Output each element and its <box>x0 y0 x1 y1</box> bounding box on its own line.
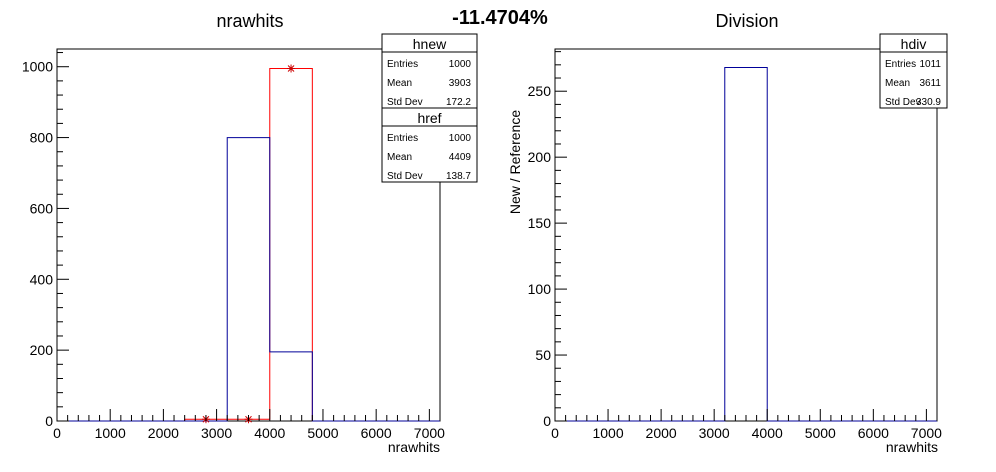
right-stat-label: Mean <box>885 78 910 89</box>
left-y-tick-label: 600 <box>30 200 54 216</box>
left-x-tick-label: 5000 <box>307 425 338 441</box>
right-stat-value: 330.9 <box>916 97 941 108</box>
right-x-tick-label: 2000 <box>646 425 677 441</box>
left-x-tick-label: 0 <box>53 425 61 441</box>
left-y-tick-label: 200 <box>30 342 54 358</box>
right-stat-label: Std Dev <box>885 97 921 108</box>
left-stat-label: Entries <box>387 59 418 70</box>
left-stat-value: 4409 <box>449 152 472 163</box>
right-statbox-title: hdiv <box>901 36 927 52</box>
left-stat-label: Entries <box>387 133 418 144</box>
left-stat-value: 172.2 <box>446 97 471 108</box>
headline-percent: -11.4704% <box>452 7 548 29</box>
left-x-tick-label: 3000 <box>201 425 232 441</box>
left-statbox-title: hnew <box>413 36 447 52</box>
right-stat-label: Entries <box>885 59 916 70</box>
left-stat-label: Mean <box>387 78 412 89</box>
left-y-tick-label: 400 <box>30 271 54 287</box>
left-y-tick-label: 800 <box>30 130 54 146</box>
left-stat-value: 3903 <box>449 78 472 89</box>
right-y-tick-label: 200 <box>528 149 552 165</box>
right-y-tick-label: 50 <box>535 347 551 363</box>
left-stat-value: 1000 <box>449 59 472 70</box>
left-x-tick-label: 2000 <box>148 425 179 441</box>
right-panel: Division New / Reference 0 1000 2000 3000 40… <box>507 11 948 455</box>
right-x-axis-label: nrawhits <box>886 439 938 455</box>
right-x-tick-label: 0 <box>551 425 559 441</box>
left-x-tick-label: 6000 <box>361 425 392 441</box>
right-x-tick-label: 3000 <box>699 425 730 441</box>
right-y-tick-label: 100 <box>528 281 552 297</box>
left-panel: nrawhits 0 1000 2000 3000 4000 5000 6000 7000 0 2… <box>22 11 478 455</box>
right-plot-area: 0 1000 2000 3000 4000 5000 6000 7000 0 50 100 150 20… <box>528 48 942 441</box>
left-x-axis-label: nrawhits <box>388 439 440 455</box>
left-statbox-title: href <box>417 110 441 126</box>
left-stat-value: 1000 <box>449 133 472 144</box>
left-x-tick-label: 4000 <box>254 425 285 441</box>
right-y-tick-label: 0 <box>543 413 551 429</box>
right-y-axis-label: New / Reference <box>507 110 523 214</box>
right-x-tick-label: 1000 <box>592 425 623 441</box>
left-stat-value: 138.7 <box>446 171 471 182</box>
left-x-tick-label: 1000 <box>95 425 126 441</box>
right-title: Division <box>715 11 778 31</box>
right-x-tick-label: 6000 <box>858 425 889 441</box>
right-series-hdiv <box>555 66 937 422</box>
right-x-tick-label: 7000 <box>911 425 942 441</box>
right-x-tick-label: 4000 <box>752 425 783 441</box>
left-marker-2 <box>287 64 296 73</box>
left-y-tick-label: 1000 <box>22 59 53 75</box>
left-title: nrawhits <box>216 11 283 31</box>
right-y-tick-label: 250 <box>528 83 552 99</box>
left-stat-label: Std Dev <box>387 97 423 108</box>
right-y-tick-label: 150 <box>528 215 552 231</box>
left-x-tick-label: 7000 <box>414 425 445 441</box>
left-y-tick-label: 0 <box>45 413 53 429</box>
left-stats-boxes: hnew Entries 1000 Mean 3903 Std Dev 172.2 href E… <box>381 33 478 183</box>
left-stat-label: Mean <box>387 152 412 163</box>
right-stat-value: 3611 <box>919 78 941 89</box>
left-plot-area: 0 1000 2000 3000 4000 5000 6000 7000 0 200 400 600 8… <box>22 48 445 441</box>
right-stat-value: 1011 <box>919 59 941 70</box>
right-x-tick-label: 5000 <box>805 425 836 441</box>
left-stat-label: Std Dev <box>387 171 423 182</box>
left-statbox-href: href Entries 1000 Mean 4409 Std Dev 138.7 <box>381 107 478 183</box>
left-statbox-hnew: hnew Entries 1000 Mean 3903 Std Dev 172.2 <box>381 33 478 109</box>
